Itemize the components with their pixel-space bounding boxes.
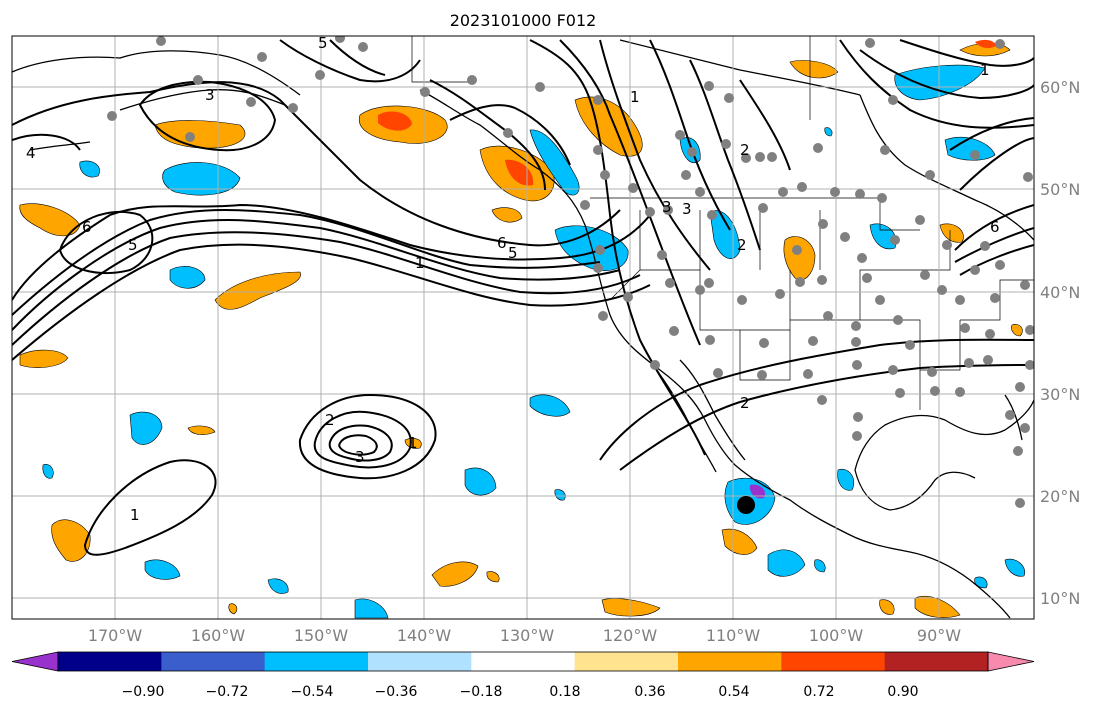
- colorbar-segment: [471, 652, 576, 671]
- lon-label: 170°W: [88, 626, 143, 645]
- lat-label: 40°N: [1040, 283, 1080, 302]
- colorbar-segment: [781, 652, 886, 671]
- lon-label: 140°W: [397, 626, 452, 645]
- contour-label: 5: [128, 236, 138, 254]
- colorbar-tick-label: −0.72: [206, 684, 249, 700]
- colorbar-segment: [264, 652, 369, 671]
- map-frame: [11, 35, 1035, 620]
- graticule: [12, 36, 1034, 619]
- colorbar-tick-label: 0.18: [549, 684, 580, 700]
- storm-center-marker: [737, 496, 755, 514]
- contour-label: 3: [682, 200, 692, 218]
- contour-label: 5: [318, 34, 328, 52]
- colorbar-tick-label: 0.54: [718, 684, 749, 700]
- contour-label: 3: [662, 198, 672, 216]
- contour-label: 6: [497, 234, 507, 252]
- latitude-labels: 60°N 50°N 40°N 30°N 20°N 10°N: [1040, 78, 1080, 608]
- lat-label: 10°N: [1040, 589, 1080, 608]
- lon-label: 100°W: [809, 626, 864, 645]
- lon-label: 130°W: [500, 626, 555, 645]
- state-borders: [411, 36, 1034, 410]
- lon-label: 160°W: [191, 626, 246, 645]
- contour-label: 2: [740, 141, 750, 159]
- colorbar-tick-label: −0.18: [460, 684, 503, 700]
- lat-label: 50°N: [1040, 180, 1080, 199]
- colorbar-segment: [678, 652, 782, 671]
- contour-label: 3: [205, 86, 215, 104]
- contour-label: 2: [737, 236, 747, 254]
- colorbar-tick-label: 0.72: [803, 684, 834, 700]
- lon-label: 90°W: [917, 626, 961, 645]
- contour-label: 4: [26, 144, 36, 162]
- colorbar-segment: [574, 652, 679, 671]
- colorbar: [11, 651, 1035, 672]
- colorbar-labels: −0.90 −0.72 −0.54 −0.36 −0.18 0.18 0.36 …: [122, 684, 919, 700]
- map-panel: 4 6 5 1 6 5 3 1 2 3 2 1 3 2 1 6 2 3 1 5: [12, 34, 1034, 619]
- lat-label: 20°N: [1040, 487, 1080, 506]
- contour-label: 5: [508, 244, 518, 262]
- lon-label: 120°W: [603, 626, 658, 645]
- colorbar-segment: [884, 652, 989, 671]
- longitude-labels: 170°W 160°W 150°W 140°W 130°W 120°W 110°…: [88, 626, 961, 645]
- colorbar-extend-min: [11, 651, 59, 672]
- lat-label: 30°N: [1040, 385, 1080, 404]
- contour-label: 1: [980, 61, 990, 79]
- colorbar-segment: [368, 652, 472, 671]
- contour-label: 2: [740, 394, 750, 412]
- lon-label: 110°W: [706, 626, 761, 645]
- colorbar-tick-label: −0.90: [122, 684, 165, 700]
- colorbar-tick-label: 0.90: [887, 684, 918, 700]
- contour-label: 6: [990, 218, 1000, 236]
- colorbar-extend-max: [987, 651, 1035, 672]
- colorbar-segment: [58, 652, 162, 671]
- contour-label: 1: [408, 434, 418, 452]
- contour-label: 1: [630, 88, 640, 106]
- contour-label: 1: [130, 506, 140, 524]
- colorbar-segment: [161, 652, 266, 671]
- lat-label: 60°N: [1040, 78, 1080, 97]
- colorbar-tick-label: −0.36: [375, 684, 418, 700]
- colorbar-outline: [57, 651, 989, 672]
- contour-labels: 4 6 5 1 6 5 3 1 2 3 2 1 3 2 1 6 2 3 1 5: [26, 34, 1000, 524]
- contour-label: 6: [82, 218, 92, 236]
- contour-label: 3: [355, 448, 365, 466]
- colorbar-tick-label: −0.54: [291, 684, 334, 700]
- colorbar-tick-label: 0.36: [634, 684, 665, 700]
- contour-label: 2: [325, 411, 335, 429]
- map-title: 2023101000 F012: [450, 11, 597, 30]
- contour-label: 1: [415, 254, 425, 272]
- lon-label: 150°W: [294, 626, 349, 645]
- station-markers: [107, 36, 1034, 508]
